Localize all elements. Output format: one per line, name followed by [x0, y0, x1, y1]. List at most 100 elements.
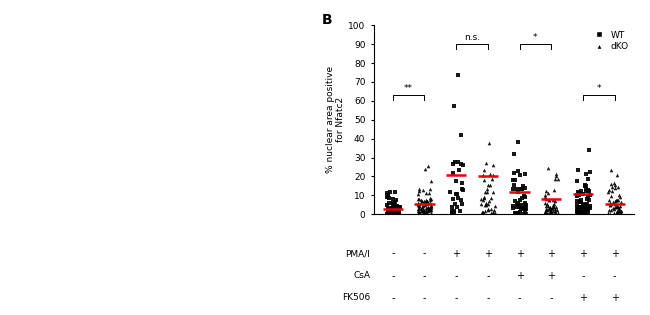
- Point: [390, 207, 400, 212]
- Point: [606, 193, 616, 198]
- Point: [483, 207, 493, 212]
- Point: [510, 199, 520, 204]
- Point: [584, 206, 595, 211]
- Point: [421, 197, 432, 202]
- Point: [582, 194, 593, 199]
- Point: [449, 201, 460, 206]
- Point: [390, 208, 400, 213]
- Point: [515, 210, 525, 215]
- Point: [612, 197, 622, 202]
- Point: [413, 211, 423, 216]
- Point: [549, 199, 560, 204]
- Point: [384, 210, 395, 215]
- Point: [512, 211, 523, 216]
- Point: [546, 209, 556, 215]
- Point: [426, 210, 436, 215]
- Point: [484, 140, 494, 146]
- Point: [517, 205, 528, 210]
- Point: [384, 201, 395, 206]
- Point: [413, 209, 423, 214]
- Point: [571, 178, 582, 183]
- Point: [389, 210, 400, 215]
- Point: [510, 211, 521, 216]
- Text: -: -: [454, 271, 458, 281]
- Point: [575, 205, 586, 210]
- Point: [388, 206, 398, 211]
- Text: -: -: [422, 293, 426, 303]
- Point: [426, 179, 436, 184]
- Point: [582, 211, 593, 216]
- Point: [551, 208, 562, 213]
- Point: [384, 210, 394, 215]
- Point: [426, 197, 437, 202]
- Point: [423, 205, 434, 210]
- Point: [424, 195, 435, 200]
- Point: [541, 203, 551, 208]
- Point: [540, 201, 551, 206]
- Point: [388, 211, 398, 216]
- Point: [606, 207, 616, 212]
- Point: [485, 182, 495, 187]
- Point: [421, 209, 431, 214]
- Point: [542, 208, 552, 213]
- Point: [580, 184, 590, 189]
- Point: [489, 204, 500, 209]
- Point: [413, 205, 424, 210]
- Point: [452, 73, 463, 78]
- Point: [540, 195, 551, 200]
- Point: [571, 204, 582, 209]
- Point: [612, 209, 622, 215]
- Point: [419, 209, 429, 215]
- Point: [414, 210, 424, 215]
- Point: [508, 187, 519, 192]
- Point: [416, 197, 426, 202]
- Point: [549, 204, 560, 209]
- Point: [413, 196, 424, 201]
- Point: [551, 205, 562, 210]
- Point: [543, 211, 553, 216]
- Point: [388, 210, 398, 215]
- Point: [387, 208, 397, 213]
- Text: B: B: [322, 13, 332, 26]
- Point: [389, 209, 399, 215]
- Text: -: -: [613, 271, 616, 281]
- Text: **: **: [404, 84, 413, 93]
- Point: [572, 202, 582, 207]
- Point: [577, 202, 588, 207]
- Point: [584, 147, 594, 152]
- Point: [614, 192, 624, 197]
- Point: [573, 190, 583, 195]
- Point: [414, 189, 424, 194]
- Point: [456, 133, 467, 138]
- Point: [608, 211, 619, 216]
- Text: +: +: [547, 249, 555, 259]
- Text: *: *: [533, 33, 538, 42]
- Point: [614, 198, 624, 203]
- Point: [394, 204, 404, 209]
- Point: [575, 210, 585, 215]
- Text: -: -: [486, 293, 489, 303]
- Point: [449, 160, 460, 165]
- Point: [453, 159, 463, 164]
- Point: [548, 197, 558, 202]
- Point: [421, 190, 431, 195]
- Point: [486, 206, 496, 211]
- Point: [418, 208, 428, 213]
- Point: [387, 211, 398, 216]
- Point: [426, 203, 436, 208]
- Point: [480, 160, 491, 165]
- Point: [546, 210, 556, 215]
- Point: [422, 209, 433, 214]
- Point: [390, 190, 400, 195]
- Point: [508, 183, 519, 188]
- Point: [391, 204, 402, 209]
- Point: [610, 201, 621, 206]
- Point: [573, 211, 583, 216]
- Point: [488, 190, 498, 195]
- Point: [519, 204, 530, 209]
- Point: [547, 205, 558, 210]
- Point: [387, 209, 398, 214]
- Text: +: +: [547, 271, 555, 281]
- Point: [412, 201, 423, 206]
- Point: [486, 211, 496, 216]
